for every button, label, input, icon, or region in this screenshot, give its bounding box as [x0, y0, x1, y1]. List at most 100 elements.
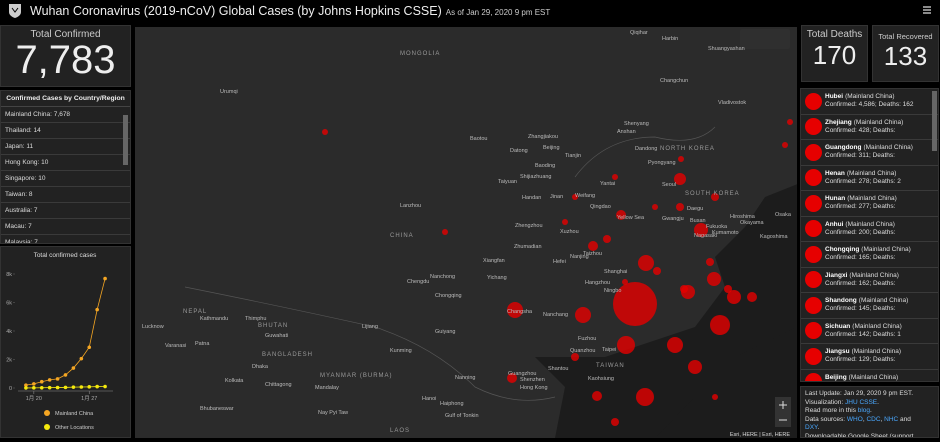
case-dot	[805, 169, 822, 186]
case-bubble[interactable]	[688, 360, 702, 374]
data-point[interactable]	[48, 386, 52, 390]
map-label: Zhangjiakou	[528, 134, 558, 140]
data-point[interactable]	[64, 386, 68, 390]
country-row[interactable]: Mainland China: 7,678	[1, 107, 130, 123]
case-bubble[interactable]	[678, 156, 684, 162]
case-bubble[interactable]	[322, 129, 328, 135]
data-point[interactable]	[64, 373, 68, 377]
case-bubble[interactable]	[707, 272, 721, 286]
data-point[interactable]	[56, 386, 60, 390]
total-recovered: Total Recovered 133	[872, 25, 939, 82]
case-bubble[interactable]	[787, 119, 793, 125]
case-bubble[interactable]	[611, 418, 619, 426]
data-point[interactable]	[103, 277, 107, 281]
province-line: Hubei(Mainland China)	[825, 93, 914, 101]
country-row[interactable]: Taiwan: 8	[1, 187, 130, 203]
case-bubble[interactable]	[724, 285, 732, 293]
legend-label[interactable]: Other Locations	[55, 425, 94, 431]
data-point[interactable]	[24, 386, 28, 390]
data-point[interactable]	[72, 385, 76, 389]
case-bubble[interactable]	[706, 258, 714, 266]
case-bubble[interactable]	[636, 388, 654, 406]
case-bubble[interactable]	[622, 279, 628, 285]
case-bubble[interactable]	[712, 394, 718, 400]
case-bubble[interactable]	[676, 203, 684, 211]
country-row[interactable]: Thailand: 14	[1, 123, 130, 139]
case-bubble[interactable]	[652, 204, 658, 210]
info-link[interactable]: CDC	[866, 416, 880, 423]
data-point[interactable]	[40, 380, 44, 384]
map-toolbar[interactable]	[740, 29, 790, 49]
info-link[interactable]: WHO	[847, 416, 863, 423]
province-item[interactable]: Hubei(Mainland China)Confirmed: 4,586; D…	[801, 89, 938, 115]
province-item[interactable]: Zhejiang(Mainland China)Confirmed: 428; …	[801, 115, 938, 141]
province-item[interactable]: Chongqing(Mainland China)Confirmed: 165;…	[801, 242, 938, 268]
header: Wuhan Coronavirus (2019-nCoV) Global Cas…	[0, 0, 940, 22]
province-item[interactable]: Guangdong(Mainland China)Confirmed: 311;…	[801, 140, 938, 166]
map-label: Nanchang	[543, 312, 568, 318]
menu-button[interactable]	[922, 5, 932, 15]
case-bubble[interactable]	[747, 292, 757, 302]
province-name: Chongqing	[825, 246, 859, 253]
province-region: (Mainland China)	[854, 119, 904, 126]
country-row[interactable]: Japan: 11	[1, 139, 130, 155]
legend-label[interactable]: Mainland China	[55, 411, 94, 417]
case-bubble[interactable]	[680, 285, 688, 293]
map-label: Varanasi	[165, 343, 186, 349]
country-row[interactable]: Malaysia: 7	[1, 235, 130, 244]
map-label: BHUTAN	[258, 323, 288, 329]
case-bubble[interactable]	[442, 229, 448, 235]
case-bubble[interactable]	[603, 235, 611, 243]
province-item[interactable]: Henan(Mainland China)Confirmed: 278; Dea…	[801, 166, 938, 192]
case-bubble[interactable]	[588, 241, 598, 251]
data-point[interactable]	[32, 382, 36, 386]
data-point[interactable]	[72, 366, 76, 370]
country-row[interactable]: Singapore: 10	[1, 171, 130, 187]
province-item[interactable]: Anhui(Mainland China)Confirmed: 200; Dea…	[801, 217, 938, 243]
data-point[interactable]	[40, 386, 44, 390]
province-item[interactable]: Sichuan(Mainland China)Confirmed: 142; D…	[801, 319, 938, 345]
data-point[interactable]	[80, 385, 84, 389]
data-point[interactable]	[32, 386, 36, 390]
map-label: Bhubaneswar	[200, 406, 234, 412]
case-bubble[interactable]	[782, 142, 788, 148]
info-link[interactable]: NHC	[884, 416, 898, 423]
map-label: Hefei	[553, 259, 566, 265]
province-name: Hunan	[825, 195, 845, 202]
case-bubble[interactable]	[710, 315, 730, 335]
country-row[interactable]: Hong Kong: 10	[1, 155, 130, 171]
info-link[interactable]: blog	[858, 407, 870, 414]
info-link[interactable]: DXY	[805, 424, 818, 431]
case-bubble[interactable]	[575, 307, 591, 323]
province-item[interactable]: Jiangxi(Mainland China)Confirmed: 162; D…	[801, 268, 938, 294]
data-point[interactable]	[95, 385, 99, 389]
info-link[interactable]: JHU CSSE	[845, 399, 877, 406]
province-item[interactable]: Jiangsu(Mainland China)Confirmed: 129; D…	[801, 344, 938, 370]
data-point[interactable]	[95, 308, 99, 312]
case-bubble[interactable]	[612, 174, 618, 180]
case-bubble[interactable]	[638, 255, 654, 271]
case-bubble[interactable]	[562, 219, 568, 225]
data-point[interactable]	[48, 378, 52, 382]
country-list-title: Confirmed Cases by Country/Region	[1, 91, 130, 107]
country-row[interactable]: Australia: 7	[1, 203, 130, 219]
case-bubble[interactable]	[592, 391, 602, 401]
province-item[interactable]: Beijing(Mainland China)Confirmed: 111; D…	[801, 370, 938, 383]
scrollbar[interactable]	[123, 115, 128, 165]
province-item[interactable]: Shandong(Mainland China)Confirmed: 145; …	[801, 293, 938, 319]
case-bubble[interactable]	[653, 267, 661, 275]
case-bubble[interactable]	[617, 336, 635, 354]
border	[575, 127, 715, 177]
data-point[interactable]	[87, 345, 91, 349]
data-point[interactable]	[80, 357, 84, 361]
data-point[interactable]	[87, 385, 91, 389]
country-row[interactable]: Macau: 7	[1, 219, 130, 235]
map-label: Nanning	[455, 375, 476, 381]
data-point[interactable]	[103, 385, 107, 389]
province-item[interactable]: Hunan(Mainland China)Confirmed: 277; Dea…	[801, 191, 938, 217]
data-point[interactable]	[56, 377, 60, 381]
case-bubble[interactable]	[667, 337, 683, 353]
case-bubble[interactable]	[571, 353, 579, 361]
scrollbar[interactable]	[932, 91, 937, 151]
